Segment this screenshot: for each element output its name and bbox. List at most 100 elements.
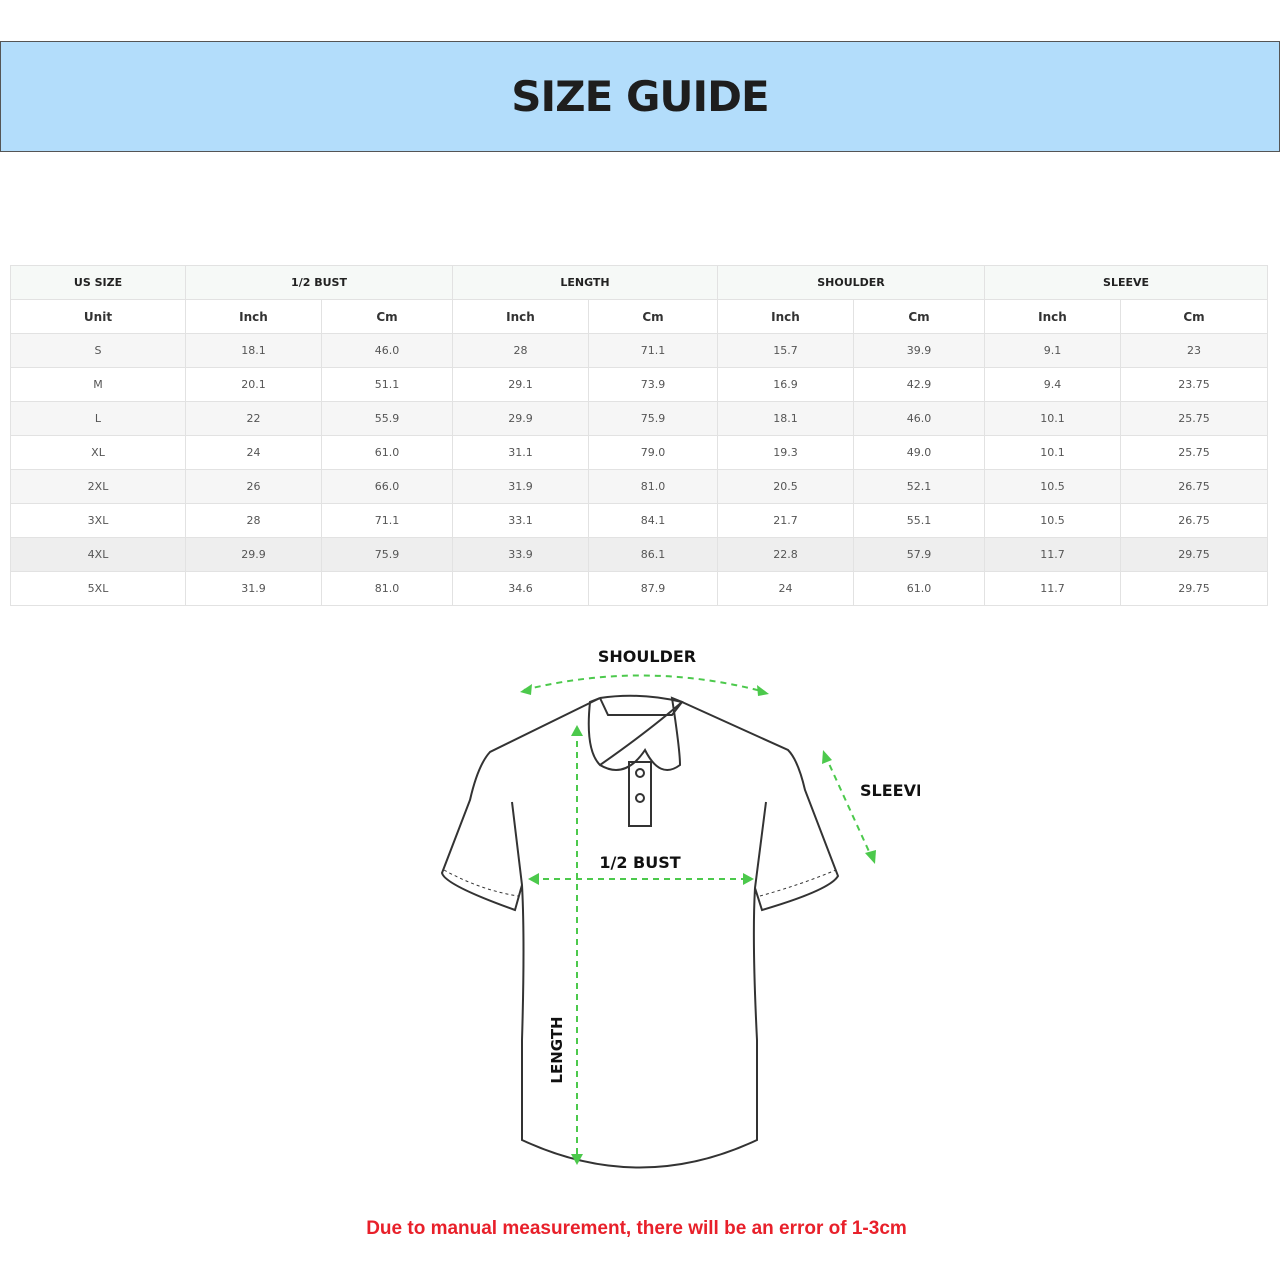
value-cell: 28	[185, 503, 322, 538]
value-cell: 29.9	[452, 401, 589, 436]
value-cell: 15.7	[717, 333, 854, 368]
value-cell: 23.75	[1120, 367, 1269, 402]
value-cell: 22.8	[717, 537, 854, 572]
measurement-note: Due to manual measurement, there will be…	[366, 1218, 907, 1239]
shirt-outline	[440, 694, 840, 1169]
table-row: S 18.1 46.0 28 71.1 15.7 39.9 9.1 23	[10, 333, 1269, 368]
value-cell: Inch	[717, 299, 854, 334]
table-row: 3XL 28 71.1 33.1 84.1 21.7 55.1 10.5 26.75	[10, 503, 1269, 538]
value-cell: 52.1	[852, 469, 986, 504]
table-row: XL 24 61.0 31.1 79.0 19.3 49.0 10.1 25.75	[10, 435, 1269, 470]
group-header: LENGTH	[452, 265, 718, 300]
value-cell: 26	[185, 469, 322, 504]
value-cell: 25.75	[1120, 435, 1269, 470]
group-header: SLEEVE	[984, 265, 1269, 300]
value-cell: 71.1	[321, 503, 453, 538]
value-cell: 18.1	[717, 401, 854, 436]
value-cell: 31.9	[185, 571, 322, 606]
group-header: 1/2 BUST	[185, 265, 453, 300]
value-cell: 24	[185, 435, 322, 470]
page-title: SIZE GUIDE	[511, 72, 769, 121]
polo-shirt-diagram: SHOULDER SLEEVE 1/2 BUST LENGTH	[440, 647, 920, 1169]
value-cell: 46.0	[321, 333, 453, 368]
value-cell: 66.0	[321, 469, 453, 504]
value-cell: 61.0	[321, 435, 453, 470]
measurement-arrows	[523, 674, 873, 1160]
value-cell: 20.5	[717, 469, 854, 504]
bust-label: 1/2 BUST	[599, 853, 680, 872]
value-cell: 16.9	[717, 367, 854, 402]
value-cell: Cm	[1120, 299, 1269, 334]
value-cell: 49.0	[852, 435, 986, 470]
value-cell: 29.75	[1120, 571, 1269, 606]
size-guide-banner: SIZE GUIDE	[0, 41, 1280, 152]
unit-row: Unit Inch Cm Inch Cm Inch Cm Inch Cm	[10, 299, 1269, 334]
value-cell: 31.1	[452, 435, 589, 470]
group-header: SHOULDER	[716, 265, 986, 300]
value-cell: 20.1	[185, 367, 322, 402]
table-row: 4XL 29.9 75.9 33.9 86.1 22.8 57.9 11.7 29.75	[10, 537, 1269, 572]
value-cell: 10.5	[984, 503, 1122, 538]
value-cell: 29.75	[1120, 537, 1269, 572]
sleeve-arrow	[824, 754, 873, 859]
value-cell: 71.1	[588, 333, 718, 368]
value-cell: 81.0	[321, 571, 453, 606]
value-cell: 42.9	[852, 367, 986, 402]
value-cell: Cm	[321, 299, 453, 334]
value-cell: 84.1	[588, 503, 718, 538]
value-cell: Cm	[588, 299, 718, 334]
value-cell: 11.7	[984, 537, 1122, 572]
value-cell: 87.9	[588, 571, 718, 606]
size-table: US SIZE 1/2 BUST LENGTH SHOULDER SLEEVE …	[10, 265, 1269, 606]
value-cell: Inch	[984, 299, 1122, 334]
value-cell: 21.7	[717, 503, 854, 538]
value-cell: 23	[1120, 333, 1269, 368]
value-cell: 34.6	[452, 571, 589, 606]
value-cell: 61.0	[852, 571, 986, 606]
value-cell: 28	[452, 333, 589, 368]
value-cell: 79.0	[588, 435, 718, 470]
shoulder-arrow	[523, 674, 766, 693]
value-cell: 25.75	[1120, 401, 1269, 436]
value-cell: 22	[185, 401, 322, 436]
value-cell: 9.1	[984, 333, 1122, 368]
value-cell: 55.1	[852, 503, 986, 538]
size-cell: L	[10, 401, 186, 436]
value-cell: 11.7	[984, 571, 1122, 606]
value-cell: 33.1	[452, 503, 589, 538]
value-cell: 10.1	[984, 401, 1122, 436]
size-cell: S	[10, 333, 186, 368]
value-cell: Inch	[185, 299, 322, 334]
value-cell: Cm	[852, 299, 986, 334]
value-cell: 57.9	[852, 537, 986, 572]
value-cell: 26.75	[1120, 469, 1269, 504]
value-cell: 46.0	[852, 401, 986, 436]
value-cell: 55.9	[321, 401, 453, 436]
group-header-row: US SIZE 1/2 BUST LENGTH SHOULDER SLEEVE	[10, 265, 1269, 300]
size-cell: Unit	[10, 299, 186, 334]
value-cell: 75.9	[321, 537, 453, 572]
value-cell: 19.3	[717, 435, 854, 470]
value-cell: 24	[717, 571, 854, 606]
value-cell: 10.5	[984, 469, 1122, 504]
size-cell: XL	[10, 435, 186, 470]
value-cell: 51.1	[321, 367, 453, 402]
size-cell: 4XL	[10, 537, 186, 572]
value-cell: 73.9	[588, 367, 718, 402]
size-cell: M	[10, 367, 186, 402]
value-cell: 39.9	[852, 333, 986, 368]
value-cell: 81.0	[588, 469, 718, 504]
shoulder-label: SHOULDER	[598, 647, 696, 666]
value-cell: 29.1	[452, 367, 589, 402]
value-cell: 9.4	[984, 367, 1122, 402]
sleeve-label: SLEEVE	[860, 781, 920, 800]
size-cell: 2XL	[10, 469, 186, 504]
length-label: LENGTH	[548, 1016, 566, 1083]
value-cell: 75.9	[588, 401, 718, 436]
value-cell: Inch	[452, 299, 589, 334]
value-cell: 33.9	[452, 537, 589, 572]
table-row: M 20.1 51.1 29.1 73.9 16.9 42.9 9.4 23.75	[10, 367, 1269, 402]
table-row: L 22 55.9 29.9 75.9 18.1 46.0 10.1 25.75	[10, 401, 1269, 436]
value-cell: 29.9	[185, 537, 322, 572]
value-cell: 18.1	[185, 333, 322, 368]
